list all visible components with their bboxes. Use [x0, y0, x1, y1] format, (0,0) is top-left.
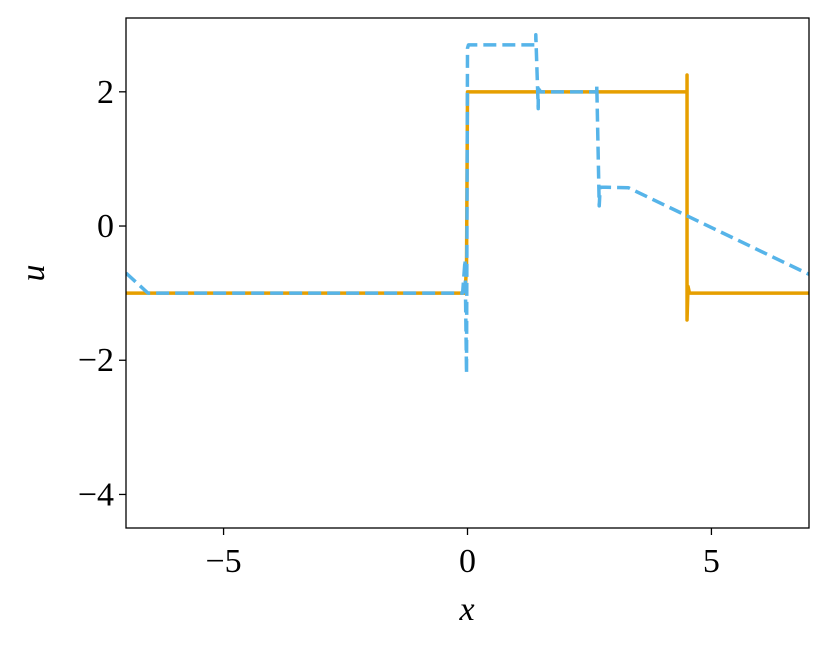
series-line [126, 33, 809, 376]
x-tick-label: 0 [459, 543, 476, 580]
x-tick-label: −5 [205, 543, 241, 580]
x-tick-label: 5 [703, 543, 720, 580]
y-axis-label: u [15, 265, 52, 282]
y-tick-label: 2 [97, 74, 114, 111]
x-axis-label: x [458, 591, 474, 628]
y-tick-label: −4 [78, 476, 114, 513]
y-tick-label: 0 [97, 208, 114, 245]
y-tick-label: −2 [78, 342, 114, 379]
plot-lines [126, 33, 809, 376]
